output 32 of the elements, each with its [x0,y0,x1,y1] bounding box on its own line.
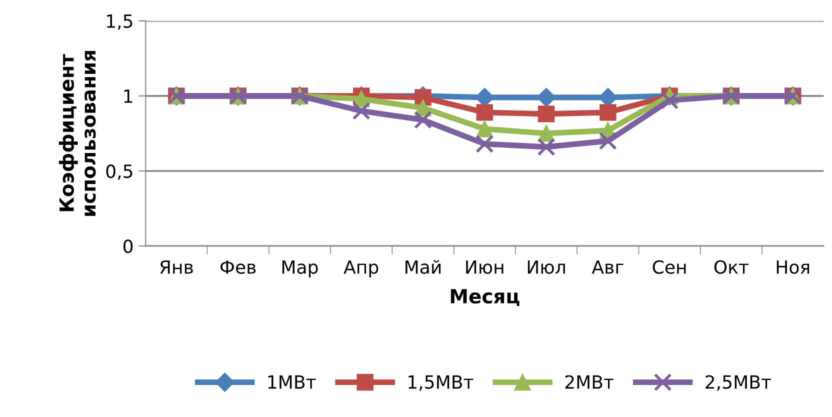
point [476,120,493,138]
x-tick-label: Авг [592,260,624,274]
x-tick-label: Окт [714,260,749,274]
point [414,110,432,129]
x-tick-label: Фев [220,260,256,274]
point [476,134,494,153]
x-tick-label: Ноя [776,260,810,274]
legend-label: 2МВт [565,375,614,389]
legend-label: 1МВт [268,375,316,389]
point [598,132,617,150]
point [538,106,555,122]
x-tick-label: Янв [160,260,193,274]
y-tick-label: 1 [124,90,132,103]
y-tick-label: 0 [123,239,133,254]
x-tick-label: Сен [652,260,686,274]
legend-label: 2,5МВт [706,375,772,391]
point [476,104,493,121]
x-tick-label: Апр [344,260,378,278]
y-tick-label: 0,5 [106,164,132,180]
point [352,102,370,120]
legend-label: 1,5МВт [408,375,474,391]
y-tick-label: 1,5 [107,14,132,30]
point [538,125,555,142]
x-tick-label: Май [406,260,441,274]
point [537,138,556,156]
y-axis-title: Коэффициент использования [58,50,96,216]
x-tick-label: Июн [466,260,504,274]
x-tick-label: Июл [528,260,565,274]
point [600,104,616,121]
x-tick-label: Мар [282,260,318,278]
x-axis-title: Месяц [450,289,520,306]
point [660,91,679,110]
